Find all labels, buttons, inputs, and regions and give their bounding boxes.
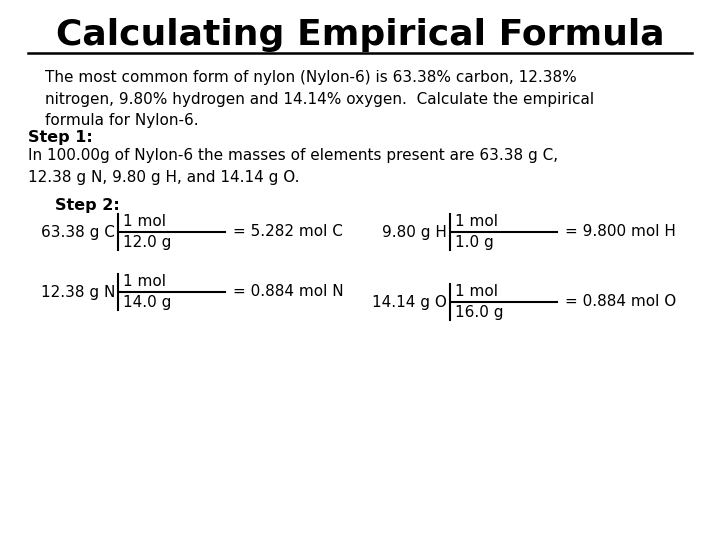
Text: 1 mol: 1 mol	[455, 214, 498, 229]
Text: Calculating Empirical Formula: Calculating Empirical Formula	[55, 18, 665, 52]
Text: = 5.282 mol C: = 5.282 mol C	[233, 225, 343, 240]
Text: 16.0 g: 16.0 g	[455, 305, 503, 320]
Text: 1 mol: 1 mol	[123, 274, 166, 289]
Text: 9.80 g H: 9.80 g H	[382, 225, 447, 240]
Text: Step 2:: Step 2:	[55, 198, 120, 213]
Text: 1 mol: 1 mol	[123, 214, 166, 229]
Text: 1 mol: 1 mol	[455, 284, 498, 299]
Text: 12.0 g: 12.0 g	[123, 235, 171, 250]
Text: 12.38 g N: 12.38 g N	[40, 285, 115, 300]
Text: 1.0 g: 1.0 g	[455, 235, 494, 250]
Text: In 100.00g of Nylon-6 the masses of elements present are 63.38 g C,
12.38 g N, 9: In 100.00g of Nylon-6 the masses of elem…	[28, 148, 558, 185]
Text: 14.14 g O: 14.14 g O	[372, 294, 447, 309]
Text: Step 1:: Step 1:	[28, 130, 93, 145]
Text: 63.38 g C: 63.38 g C	[41, 225, 115, 240]
Text: 14.0 g: 14.0 g	[123, 295, 171, 310]
Text: = 0.884 mol N: = 0.884 mol N	[233, 285, 343, 300]
Text: = 0.884 mol O: = 0.884 mol O	[565, 294, 676, 309]
Text: The most common form of nylon (Nylon-6) is 63.38% carbon, 12.38%
nitrogen, 9.80%: The most common form of nylon (Nylon-6) …	[45, 70, 594, 128]
Text: = 9.800 mol H: = 9.800 mol H	[565, 225, 676, 240]
